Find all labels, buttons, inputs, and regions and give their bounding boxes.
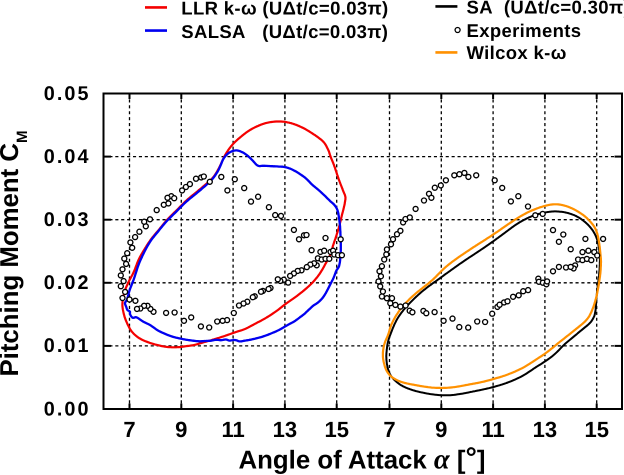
svg-text:11: 11 bbox=[481, 417, 504, 442]
svg-text:0.03: 0.03 bbox=[44, 209, 91, 231]
svg-text:15: 15 bbox=[324, 417, 348, 442]
svg-text:0.02: 0.02 bbox=[44, 272, 91, 294]
svg-text:LLR k-ω (UΔt/c=0.03π): LLR k-ω (UΔt/c=0.03π) bbox=[181, 0, 388, 18]
svg-text:11: 11 bbox=[221, 417, 244, 442]
svg-text:7: 7 bbox=[123, 417, 135, 442]
svg-text:7: 7 bbox=[383, 417, 395, 442]
svg-text:0.00: 0.00 bbox=[44, 398, 91, 420]
svg-text:13: 13 bbox=[533, 417, 557, 442]
svg-text:SA (UΔt/c=0.30π): SA (UΔt/c=0.30π) bbox=[467, 0, 624, 18]
svg-text:0.01: 0.01 bbox=[44, 335, 91, 357]
svg-text:9: 9 bbox=[175, 417, 187, 442]
svg-text:Experiments: Experiments bbox=[467, 20, 582, 41]
svg-text:SALSA (UΔt/c=0.03π): SALSA (UΔt/c=0.03π) bbox=[181, 21, 388, 42]
svg-text:13: 13 bbox=[273, 417, 297, 442]
svg-text:Angle of Attack α [°]: Angle of Attack α [°] bbox=[239, 442, 486, 475]
svg-text:0.05: 0.05 bbox=[44, 83, 91, 105]
svg-text:0.04: 0.04 bbox=[44, 146, 91, 168]
svg-text:15: 15 bbox=[584, 417, 608, 442]
svg-text:9: 9 bbox=[435, 417, 447, 442]
svg-text:Wilcox k-ω: Wilcox k-ω bbox=[467, 42, 567, 63]
